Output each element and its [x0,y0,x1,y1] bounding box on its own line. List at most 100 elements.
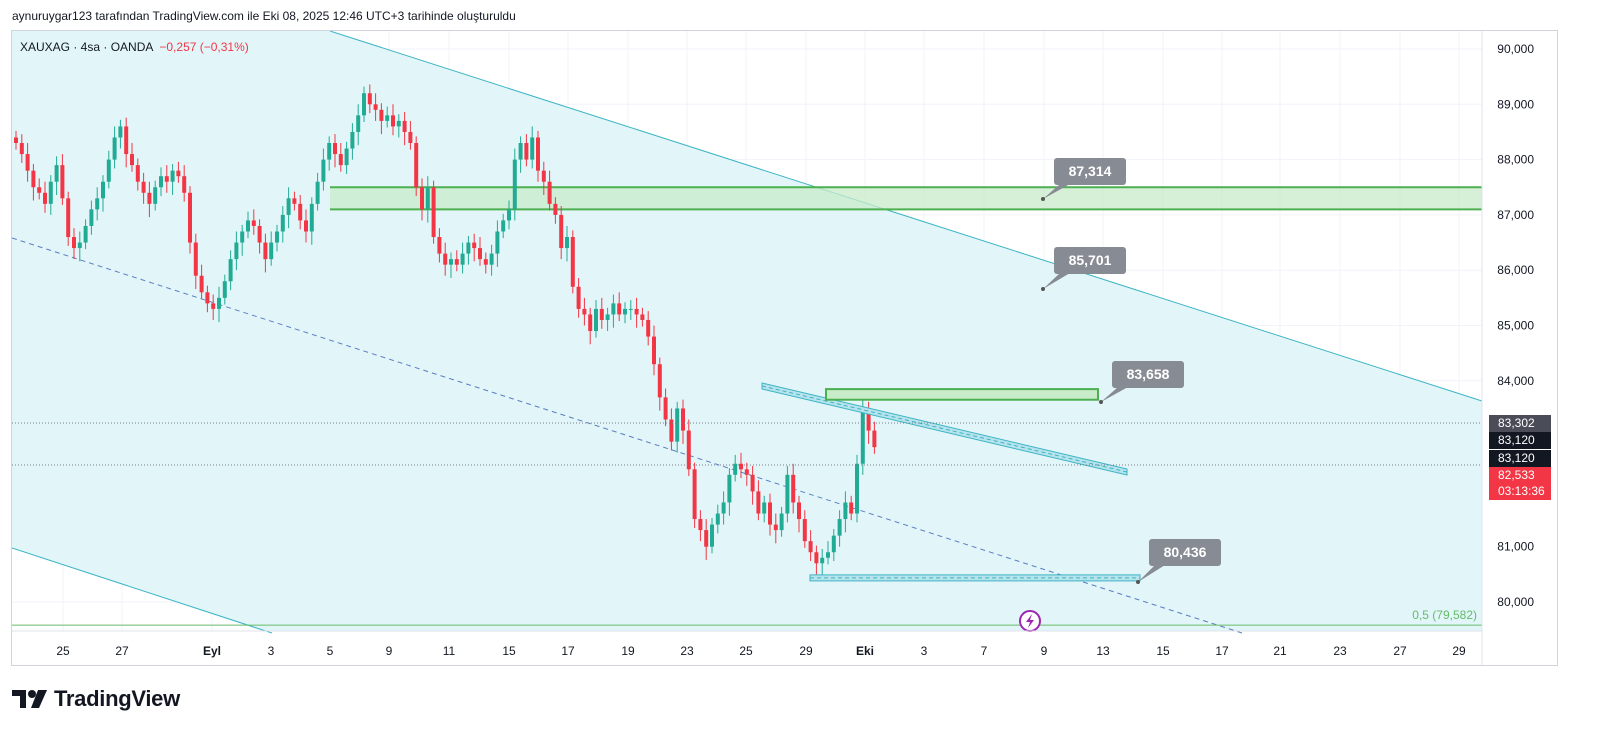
tradingview-brand[interactable]: TradingView [12,686,180,712]
candle-body [489,253,494,265]
candle-body [251,220,256,226]
candle-body [373,104,378,110]
candle-body [483,259,488,265]
candle-body [814,552,819,564]
candle-body [472,242,477,249]
price-label-text: 82,533 [1498,468,1535,482]
time-tick-label: 3 [921,644,928,658]
candle-body [66,198,71,238]
candle-body [408,131,413,144]
price-axis: 80,00081,00083,00084,00085,00086,00087,0… [1481,31,1557,665]
price-chart[interactable]: 0,5 (79,582) 87,314 85,701 83,658 80,436 80,… [12,31,1558,666]
candle-body [460,253,465,265]
price-labels: 83,302 83,120 83,120 82,533 03:13:36 [1489,415,1551,500]
candle-body [431,187,436,238]
price-label-box [1489,483,1551,500]
candle-body [652,336,656,365]
price-tick-label: 86,000 [1497,263,1534,277]
candle-body [849,502,854,514]
candle-body [292,198,297,204]
symbol-info[interactable]: XAUXAG · 4sa · OANDA [20,40,154,54]
candle-body [391,115,395,127]
candle-body [478,248,482,260]
candle-body [669,419,674,442]
candle-body [31,170,36,188]
candle-body [750,474,755,492]
time-tick-label: 13 [1096,644,1110,658]
price-callout-box [1149,539,1221,566]
candle-body [721,502,726,514]
candle-body [605,314,610,320]
candle-body [153,187,158,204]
candle-body [570,237,575,287]
candle-body [686,430,691,470]
brand-name: TradingView [54,686,180,711]
candle-body [559,214,564,249]
candle-body [420,187,424,210]
candle-body [611,303,616,315]
candle-body [217,297,221,309]
fib-level-label: 0,5 (79,582) [1412,608,1477,622]
candle-body [159,176,163,188]
price-callout-box [1054,247,1126,274]
price-callout-box [1054,158,1126,185]
candle-body [298,203,303,221]
candle-body [193,242,198,276]
candle-body [72,237,76,249]
price-tick-label: 81,000 [1497,540,1534,554]
candle-body [263,242,268,260]
candle-body [507,209,511,221]
candle-body [501,220,506,232]
candle-body [530,137,535,160]
candle-body [170,170,175,182]
candle-body [866,408,871,431]
time-tick-label: 19 [621,644,635,658]
chart-legend: XAUXAG · 4sa · OANDA −0,257 (−0,31%) [20,40,249,54]
time-tick-label: 5 [327,644,334,658]
candle-body [855,463,859,514]
chart-panel[interactable]: 0,5 (79,582) 87,314 85,701 83,658 80,436 80,… [11,30,1558,666]
candle-body [454,259,459,265]
candle-body [681,408,685,431]
candle-body [860,408,865,464]
time-tick-label: 27 [1393,644,1407,658]
candle-body [321,159,326,182]
candle-body [205,292,210,304]
candle-body [338,154,343,166]
drawing-annotations: 0,5 (79,582) 87,314 85,701 83,658 80,436 [12,158,1482,632]
time-tick-label: 23 [680,644,694,658]
callout-pointer [1043,184,1070,199]
price-callout-text: 87,314 [1069,163,1112,179]
price-callout-text: 83,658 [1127,366,1170,382]
candle-body [773,524,778,531]
candle-body [512,159,517,210]
candle-body [837,519,842,536]
callout-anchor [1099,400,1103,404]
candle-body [576,286,581,309]
candle-body [779,513,784,531]
time-tick-label: 9 [386,644,393,658]
candle-body [112,137,117,160]
candle-body [704,530,709,547]
time-tick-label: 29 [799,644,813,658]
candle-body [599,308,604,320]
candle-body [826,552,830,558]
price-tick-label: 80,000 [1497,595,1534,609]
callout-anchor [1041,287,1045,291]
candle-body [802,519,807,542]
resistance-box [825,388,1099,401]
callout-pointer [1138,565,1165,582]
candle-body [843,502,848,520]
price-tick-label: 90,000 [1497,42,1534,56]
candle-body [785,474,790,514]
candle-body [182,176,187,193]
tradingview-logo-icon [12,690,47,708]
channel-fill [12,31,1482,631]
candle-body [315,181,320,204]
flag-upper-band [761,382,1128,476]
candle-body [710,524,714,547]
candle-body [623,308,627,315]
candle-body [327,143,332,160]
candle-body [541,170,546,182]
candle-body [367,93,372,105]
